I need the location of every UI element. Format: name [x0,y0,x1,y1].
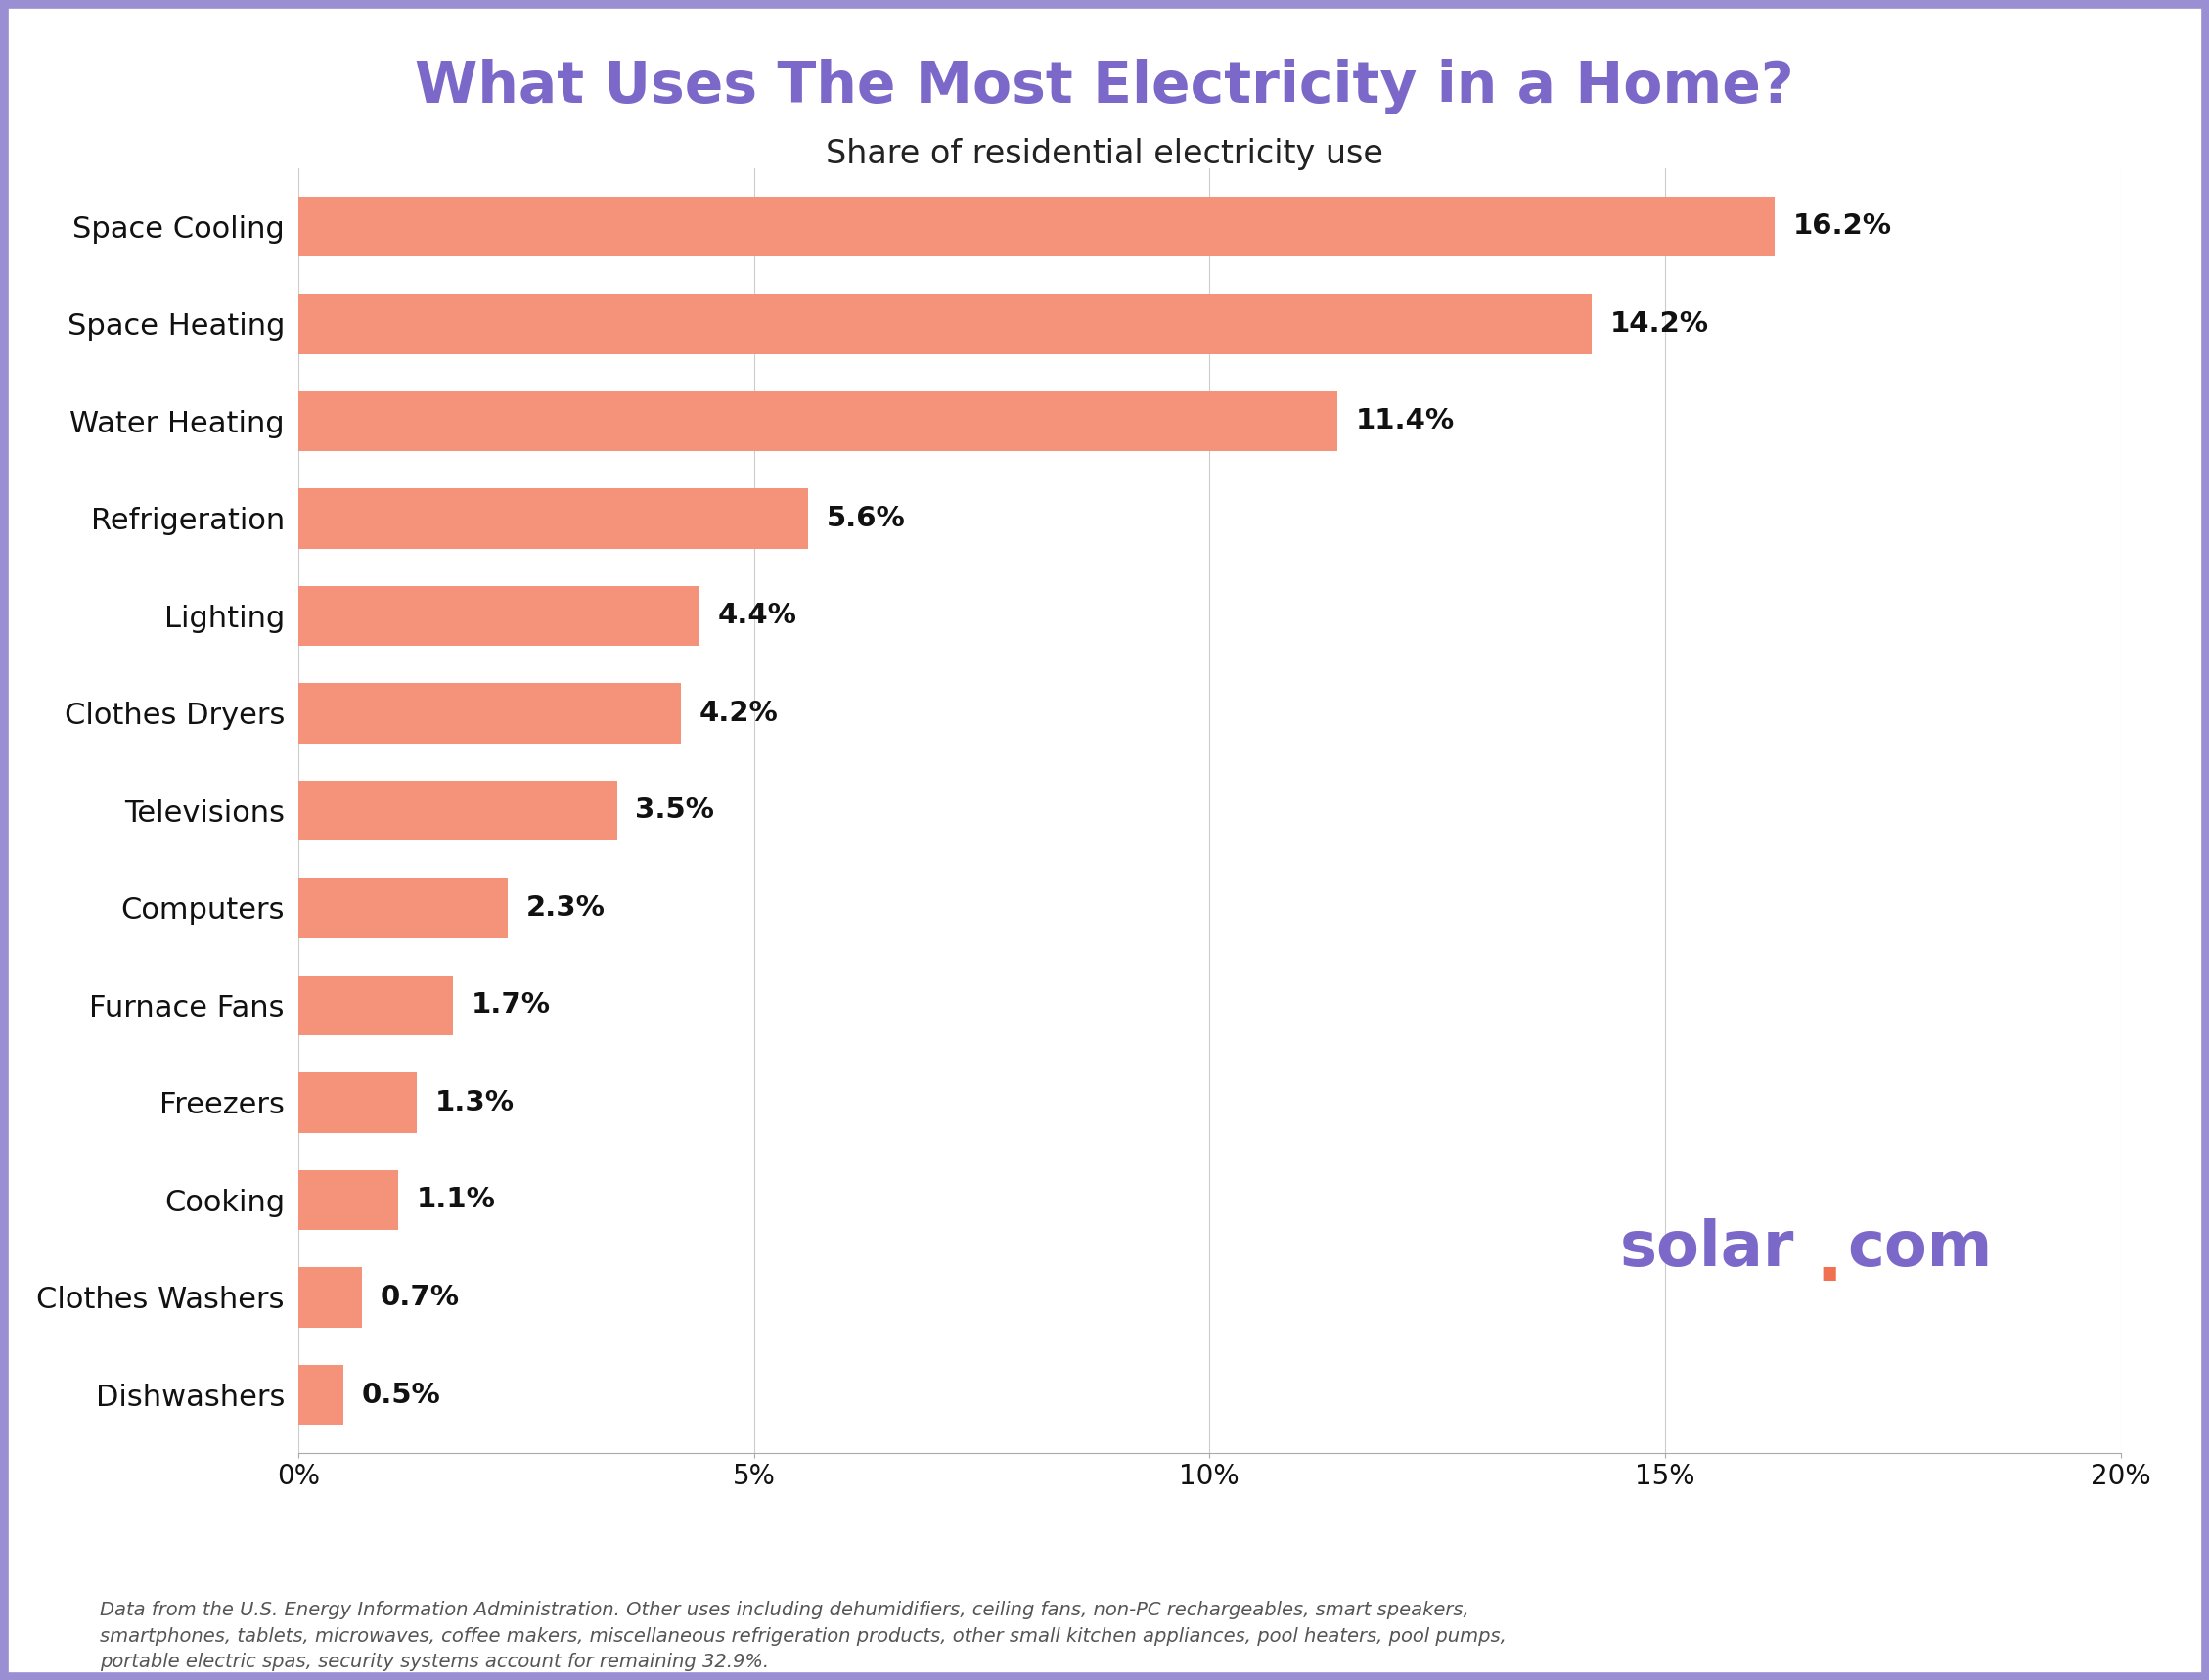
Text: 1.7%: 1.7% [471,991,550,1020]
Text: 1.3%: 1.3% [435,1089,515,1117]
Text: 1.1%: 1.1% [418,1186,495,1213]
Bar [298,391,1336,452]
Bar [298,684,680,744]
Text: 3.5%: 3.5% [636,796,714,825]
Bar [298,197,1774,257]
Bar [298,974,453,1035]
Text: What Uses The Most Electricity in a Home?: What Uses The Most Electricity in a Home… [415,59,1794,114]
Bar [298,1169,398,1230]
Text: 4.4%: 4.4% [718,601,797,630]
Text: 2.3%: 2.3% [526,894,605,922]
Text: 0.7%: 0.7% [380,1284,459,1310]
Bar [298,1072,418,1132]
Bar [298,1364,345,1425]
Bar [298,781,616,840]
Bar [298,1267,362,1327]
Bar [298,489,808,549]
Text: 5.6%: 5.6% [826,504,906,533]
Text: 4.2%: 4.2% [698,699,778,727]
Text: 16.2%: 16.2% [1791,213,1891,240]
Text: solar: solar [1619,1218,1794,1278]
Text: 14.2%: 14.2% [1610,311,1710,338]
Text: .: . [1816,1225,1842,1297]
Bar [298,877,508,937]
Text: Data from the U.S. Energy Information Administration. Other uses including dehum: Data from the U.S. Energy Information Ad… [99,1601,1507,1672]
Text: 11.4%: 11.4% [1354,408,1454,435]
Bar [298,586,698,647]
Text: 0.5%: 0.5% [362,1381,442,1408]
Text: Share of residential electricity use: Share of residential electricity use [826,138,1383,170]
Bar [298,294,1593,354]
Text: com: com [1847,1218,1993,1278]
